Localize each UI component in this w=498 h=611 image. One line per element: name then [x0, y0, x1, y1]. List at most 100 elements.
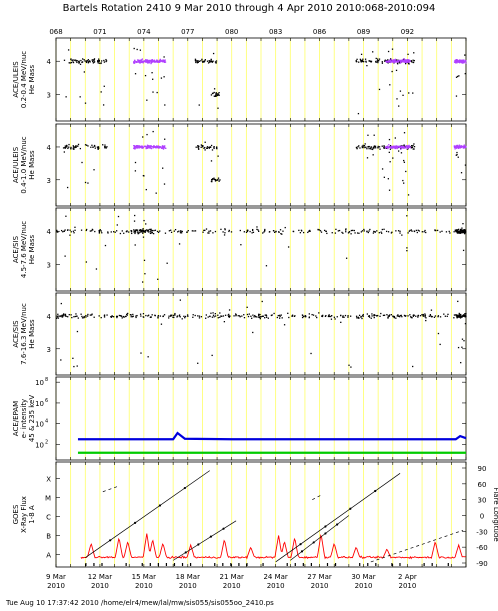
data-point: [303, 315, 305, 318]
data-point: [64, 147, 67, 149]
data-point: [377, 61, 379, 64]
data-point: [202, 145, 204, 147]
data-point: [366, 148, 368, 150]
data-point: [396, 315, 398, 317]
data-point: [146, 147, 148, 149]
data-point: [378, 232, 380, 234]
data-point: [246, 306, 248, 308]
data-point: [458, 144, 461, 146]
data-point: [135, 60, 137, 63]
data-point: [456, 146, 458, 148]
data-point: [328, 315, 331, 318]
data-point: [72, 61, 75, 64]
data-point: [213, 88, 216, 90]
data-point: [405, 146, 408, 148]
doy-tick-label: 083: [269, 28, 282, 36]
data-point: [215, 60, 218, 62]
data-point: [72, 357, 74, 359]
data-point: [402, 179, 404, 182]
data-point: [392, 61, 395, 63]
data-point: [396, 146, 399, 149]
data-point: [142, 230, 145, 232]
data-point: [136, 314, 138, 317]
data-point: [406, 215, 408, 217]
data-point: [312, 314, 315, 316]
data-point: [138, 59, 140, 62]
data-point: [139, 313, 142, 315]
data-point: [418, 230, 420, 232]
data-point: [464, 315, 466, 318]
data-point: [388, 144, 390, 146]
data-point: [87, 61, 90, 63]
data-point: [405, 60, 407, 62]
date-tick-label: 18 Mar: [176, 573, 200, 581]
data-point: [66, 229, 69, 231]
data-point: [461, 59, 464, 61]
data-point: [398, 59, 400, 61]
data-point: [150, 230, 152, 232]
data-point: [198, 317, 201, 319]
data-point: [158, 146, 161, 148]
data-point: [210, 312, 212, 314]
data-point: [288, 316, 290, 319]
y-axis-label: e- intensity: [20, 399, 28, 438]
data-point: [456, 314, 458, 316]
data-point: [55, 317, 58, 319]
data-point: [83, 59, 85, 61]
data-point: [153, 60, 155, 62]
data-point: [392, 315, 394, 318]
data-point: [390, 314, 392, 316]
data-point: [454, 148, 456, 150]
data-point: [153, 59, 155, 61]
data-point: [187, 315, 189, 317]
data-point: [70, 61, 72, 64]
data-point: [344, 314, 347, 317]
date-tick-year: 2010: [311, 582, 329, 590]
data-point: [439, 343, 441, 346]
data-point: [360, 231, 362, 233]
data-point: [458, 62, 461, 64]
data-point: [70, 314, 72, 316]
data-point: [80, 229, 83, 231]
event-tick: [141, 563, 143, 566]
data-point: [100, 91, 102, 93]
data-point: [430, 309, 433, 311]
data-point: [403, 147, 405, 149]
data-point: [458, 231, 461, 233]
data-point: [201, 146, 204, 148]
doy-tick-label: 080: [225, 28, 238, 36]
flare-marker: [349, 507, 352, 510]
data-point: [139, 231, 141, 234]
data-point: [463, 230, 466, 233]
data-point: [116, 316, 118, 319]
data-point: [375, 57, 377, 60]
data-point: [367, 315, 370, 317]
data-point: [356, 148, 358, 150]
data-point: [383, 176, 386, 178]
data-point: [400, 152, 403, 154]
data-point: [215, 94, 217, 96]
data-point: [347, 316, 349, 318]
y-tick-label: 3: [47, 346, 51, 354]
y-tick-label: 3: [47, 261, 51, 269]
data-point: [207, 232, 209, 234]
data-point: [204, 146, 206, 149]
data-point: [410, 147, 413, 149]
data-point: [137, 61, 139, 63]
data-point: [202, 60, 204, 62]
data-point: [396, 98, 398, 100]
doy-tick-label: 077: [181, 28, 194, 36]
data-point: [85, 228, 88, 231]
data-point: [364, 58, 367, 60]
data-point: [359, 58, 362, 61]
data-point: [91, 313, 93, 315]
data-point: [412, 315, 415, 317]
y2-tick-label: 90: [478, 465, 487, 473]
data-point: [386, 145, 389, 147]
data-point: [301, 316, 304, 319]
event-tick: [181, 563, 184, 566]
data-point: [80, 59, 82, 62]
data-point: [97, 60, 99, 63]
data-point: [192, 314, 194, 316]
